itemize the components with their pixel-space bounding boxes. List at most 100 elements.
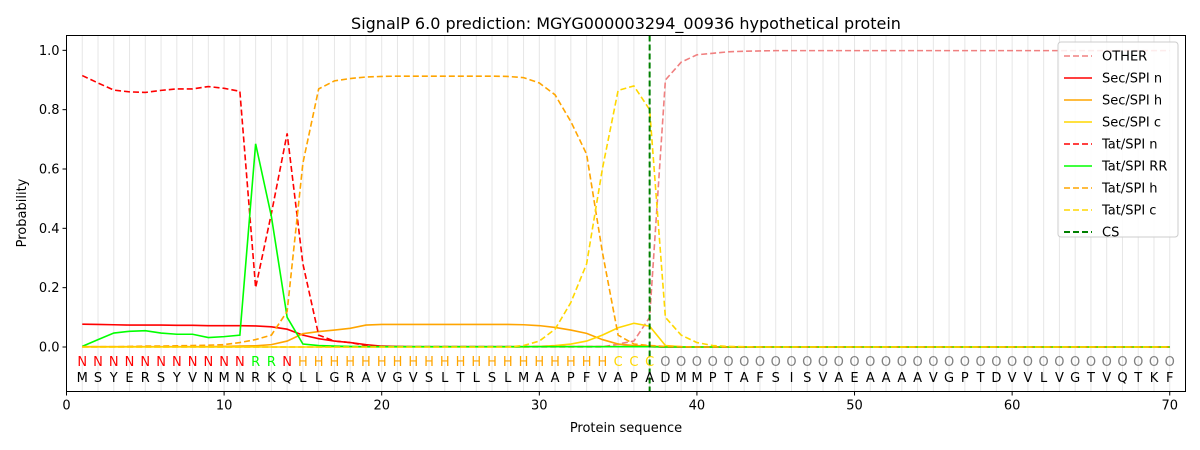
region-label: N (219, 355, 229, 370)
residue-letter: A (614, 371, 623, 386)
region-label: H (440, 355, 450, 370)
series-line-sec-spi-n (82, 323, 1170, 348)
x-axis-label: Protein sequence (570, 421, 682, 436)
region-label: O (944, 355, 954, 370)
residue-letter: A (897, 371, 906, 386)
region-label: N (125, 355, 135, 370)
y-tick-label: 0.2 (39, 281, 60, 296)
region-label: N (109, 355, 119, 370)
residue-letter: S (157, 371, 165, 386)
region-label: H (330, 355, 340, 370)
region-label: O (1165, 355, 1175, 370)
region-label: O (1007, 355, 1017, 370)
x-tick-label: 10 (216, 399, 233, 414)
residue-letter: T (723, 371, 732, 386)
series-line-tat-spi-n (81, 74, 1170, 348)
residue-letter: V (188, 371, 197, 386)
region-label: O (1054, 355, 1064, 370)
chart-title: SignalP 6.0 prediction: MGYG000003294_00… (351, 14, 901, 34)
residue-letter: V (1008, 371, 1017, 386)
series-line-sec-spi-c (82, 322, 1170, 348)
region-label: H (487, 355, 497, 370)
region-label: H (377, 355, 387, 370)
legend-label: Sec/SPI n (1102, 72, 1162, 87)
plot-frame (66, 35, 1186, 392)
residue-letter: V (409, 371, 418, 386)
region-label: H (597, 355, 607, 370)
residue-letter: V (1102, 371, 1111, 386)
residue-letter: S (772, 371, 780, 386)
residue-letter: F (583, 371, 590, 386)
residue-letter: L (1040, 371, 1048, 386)
region-label: H (503, 355, 513, 370)
residue-letter: R (141, 371, 150, 386)
region-label: O (739, 355, 749, 370)
region-label: N (156, 355, 166, 370)
region-label: O (897, 355, 907, 370)
residue-letter: T (976, 371, 985, 386)
residue-letter: F (1166, 371, 1173, 386)
region-label: H (582, 355, 592, 370)
residue-letter: Q (1117, 371, 1127, 386)
series-layer (81, 35, 1170, 392)
residue-letter: M (518, 371, 529, 386)
residue-letter: V (929, 371, 938, 386)
y-tick-label: 0.6 (39, 163, 60, 178)
residue-letter: L (473, 371, 481, 386)
residue-letter: F (756, 371, 763, 386)
legend-label: OTHER (1102, 50, 1147, 65)
x-tick-label: 40 (689, 399, 706, 414)
legend-label: Tat/SPI h (1101, 182, 1158, 197)
residue-letter: L (315, 371, 323, 386)
region-label: O (676, 355, 686, 370)
region-label: H (550, 355, 560, 370)
residue-letter: Y (109, 371, 118, 386)
residue-letter: A (740, 371, 749, 386)
residue-letter: R (251, 371, 260, 386)
residue-letter: L (299, 371, 307, 386)
residue-letter: P (630, 371, 638, 386)
region-label: O (771, 355, 781, 370)
region-label: H (345, 355, 355, 370)
region-label: N (188, 355, 198, 370)
region-label: O (708, 355, 718, 370)
residue-letter: I (790, 371, 794, 386)
residue-letter: S (803, 371, 811, 386)
series-line-tat-spi-c (82, 85, 1170, 348)
region-label: H (298, 355, 308, 370)
region-label: N (93, 355, 103, 370)
residue-letter: V (377, 371, 386, 386)
region-label: H (424, 355, 434, 370)
residue-letter: V (1023, 371, 1032, 386)
x-tick-label: 70 (1161, 399, 1178, 414)
region-label: O (1086, 355, 1096, 370)
legend-label: Sec/SPI h (1102, 94, 1162, 109)
residue-letter: P (567, 371, 575, 386)
series-line-tat-spi-rr (81, 143, 1170, 348)
residue-letter: Q (282, 371, 292, 386)
residue-letter: L (504, 371, 512, 386)
region-label: N (235, 355, 245, 370)
residue-letter: M (691, 371, 702, 386)
residue-letter: M (218, 371, 229, 386)
residue-letter: N (235, 371, 245, 386)
series-line-sec-spi-h (82, 323, 1170, 348)
residue-letter: R (346, 371, 355, 386)
region-label: O (928, 355, 938, 370)
region-label: O (881, 355, 891, 370)
region-label: O (991, 355, 1001, 370)
legend-label: Tat/SPI n (1101, 138, 1158, 153)
legend-label: CS (1102, 226, 1119, 241)
legend-label: Tat/SPI c (1101, 204, 1156, 219)
region-label: H (534, 355, 544, 370)
region-label: N (282, 355, 292, 370)
residue-letter: T (1086, 371, 1095, 386)
region-label: O (660, 355, 670, 370)
residue-letter: G (329, 371, 339, 386)
y-tick-label: 0.0 (39, 341, 60, 356)
region-label: O (692, 355, 702, 370)
residue-letter: Y (172, 371, 181, 386)
residue-letter: L (441, 371, 449, 386)
residue-letter: S (94, 371, 102, 386)
